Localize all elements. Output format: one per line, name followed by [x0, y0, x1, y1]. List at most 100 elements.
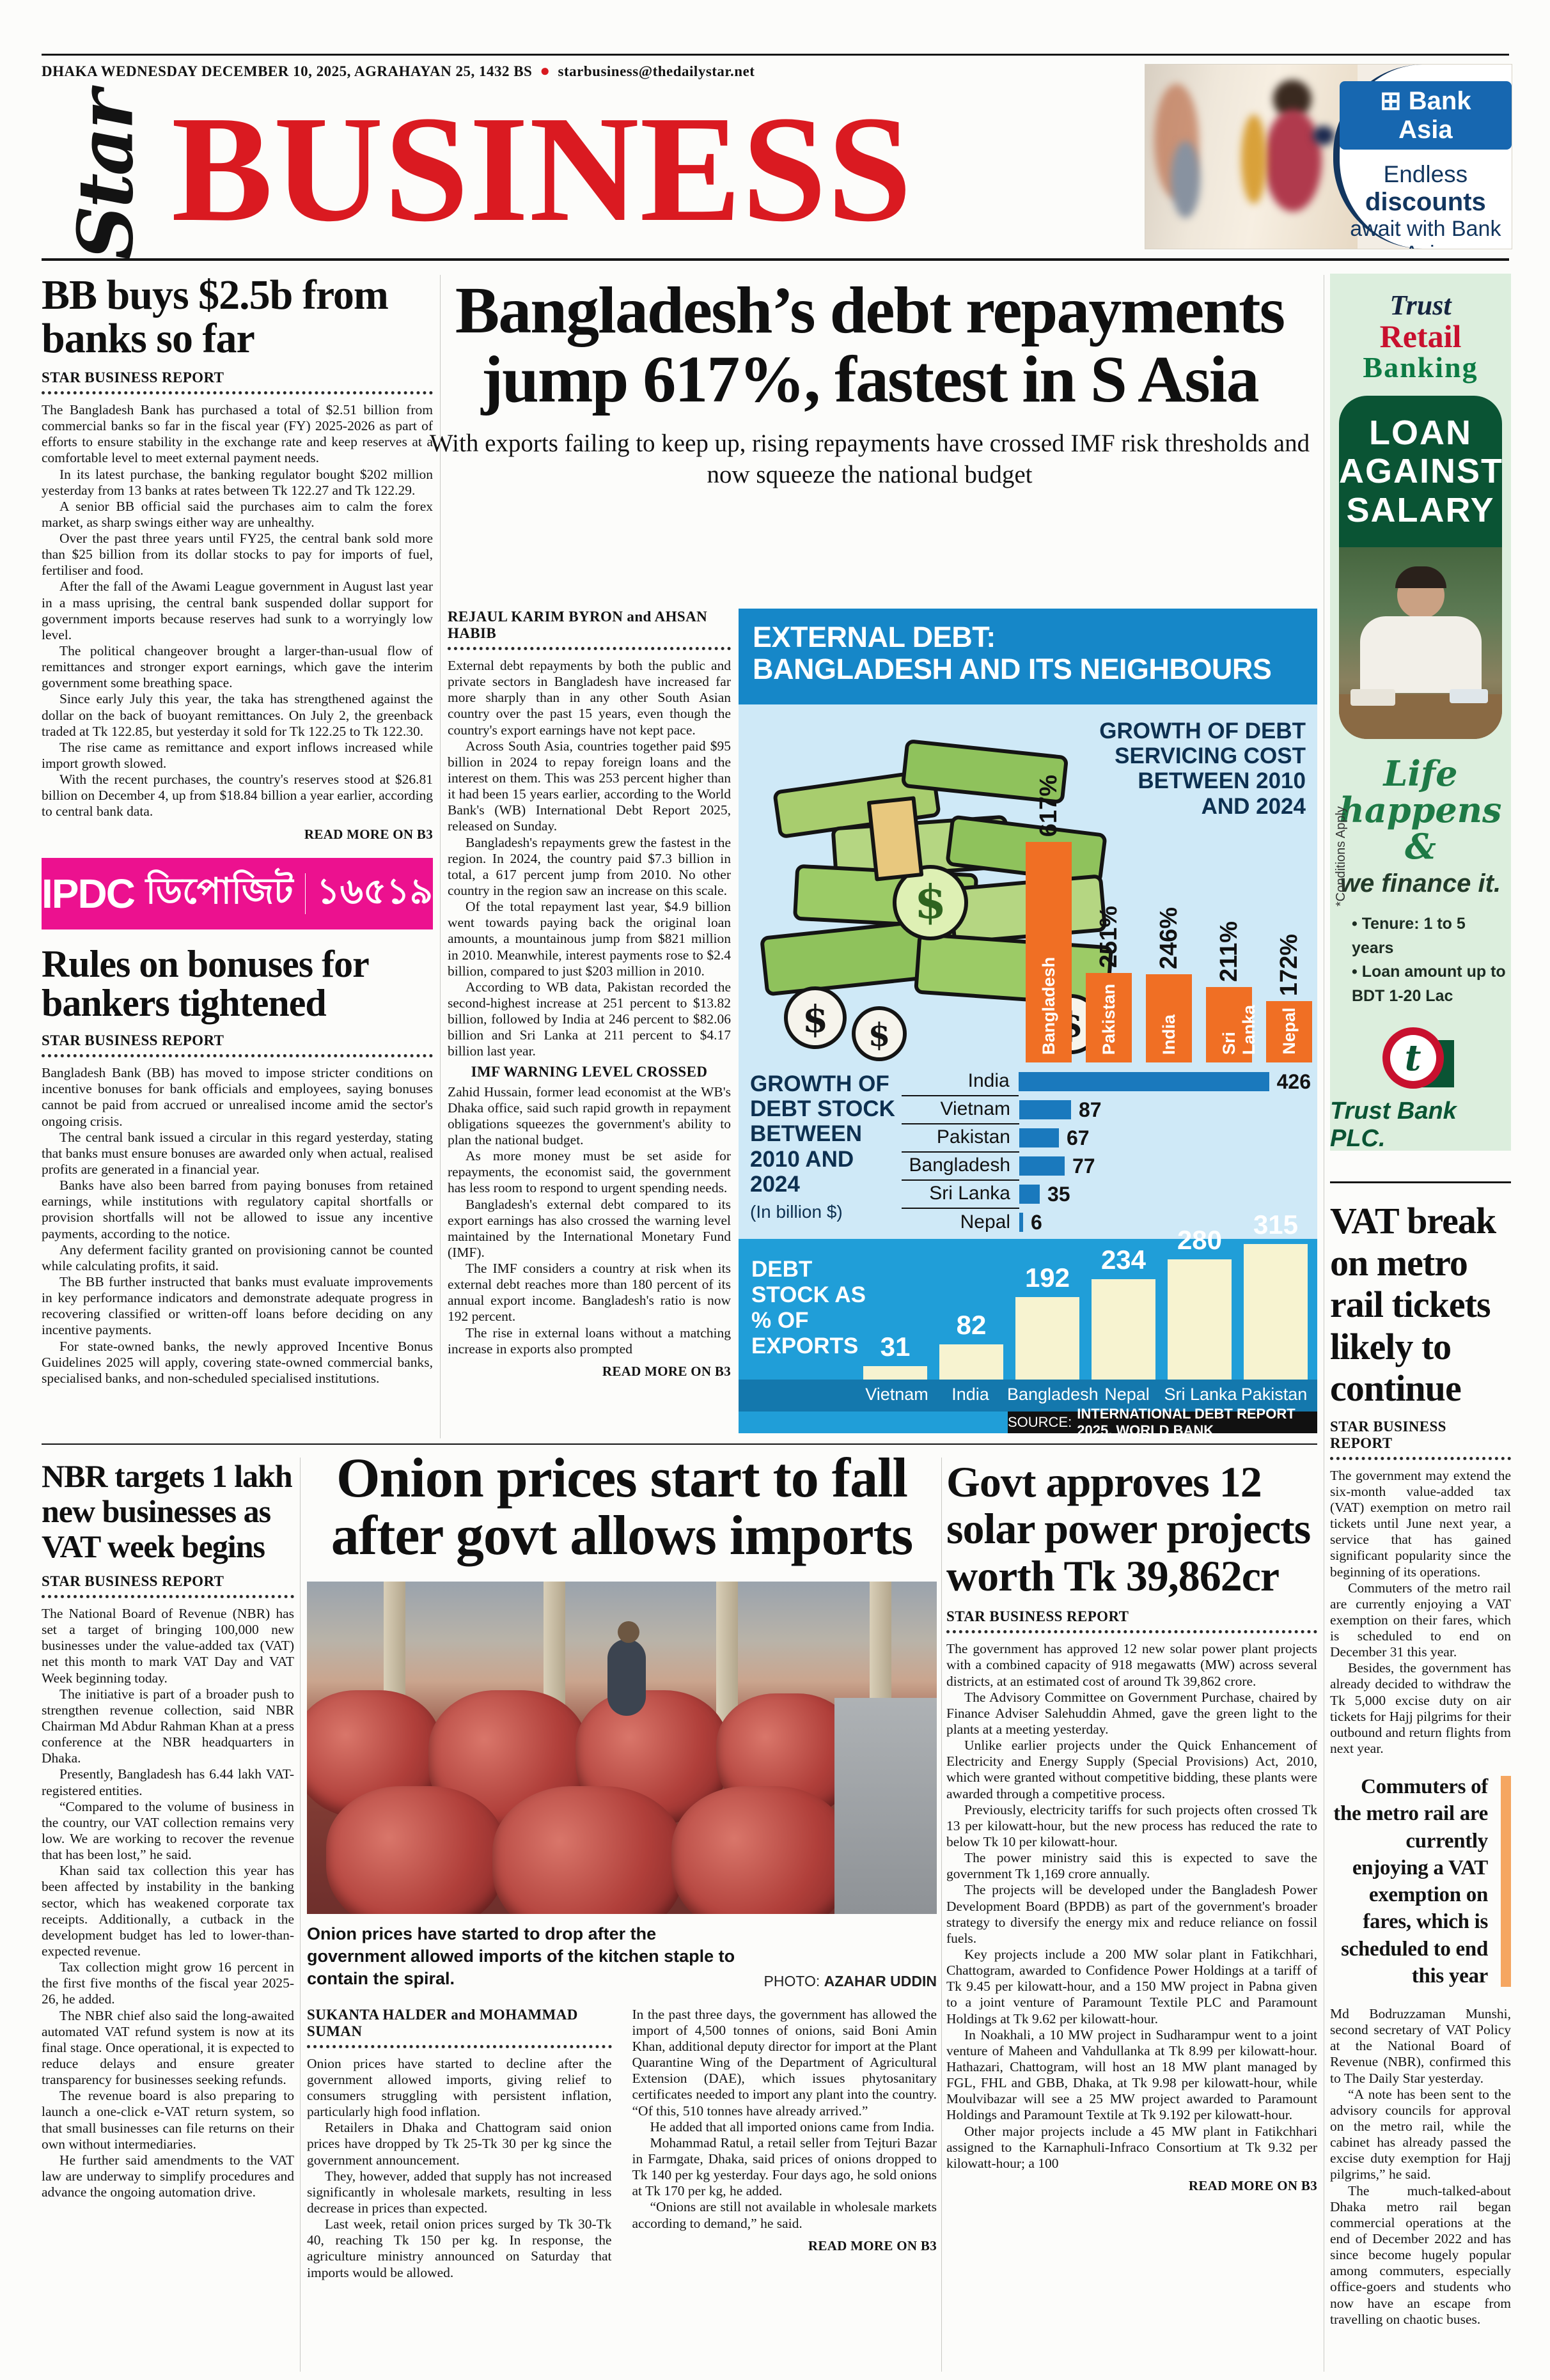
solar-read-more[interactable]: READ MORE ON B3: [1188, 2177, 1317, 2193]
paragraph: Presently, Bangladesh has 6.44 lakh VAT-…: [42, 1766, 294, 1798]
bar-nepal: 172% Nepal: [1266, 743, 1312, 1062]
paragraph: Khan said tax collection this year has b…: [42, 1863, 294, 1959]
paragraph: Mohammad Ratul, a retail seller from Tej…: [632, 2135, 937, 2199]
left-column: BB buys $2.5b from banks so far STAR BUS…: [42, 274, 433, 1438]
bar-label: Sri Lanka: [1219, 1004, 1258, 1055]
paragraph: “A note has been sent to the advisory co…: [1330, 2086, 1511, 2182]
photo-shape: [1264, 109, 1322, 212]
bb-headline[interactable]: BB buys $2.5b from banks so far: [42, 274, 389, 362]
divider: [448, 647, 731, 650]
bar-vietnam: 31: [860, 1188, 930, 1380]
trust-bank-name: Trust Bank PLC.: [1330, 1098, 1457, 1151]
servicing-section: $ $ $ $ GROWTH OF DEBT SERVICING COST BE…: [739, 704, 1317, 1062]
vat-pull-quote: Commuters of the metro rail are currentl…: [1330, 1773, 1511, 1989]
bar-pakistan: 315: [1241, 1188, 1311, 1380]
bb-byline: STAR BUSINESS REPORT: [42, 369, 224, 385]
paragraph: Across South Asia, countries together pa…: [448, 738, 731, 834]
dateline: DHAKA WEDNESDAY DECEMBER 10, 2025, AGRAH…: [42, 61, 755, 81]
section-rule: [42, 1443, 1317, 1445]
bar-label: India: [1159, 1014, 1178, 1055]
photo-shape: [1171, 141, 1200, 218]
bar-label: Nepal: [1104, 1385, 1150, 1404]
solar-headline[interactable]: Govt approves 12 solar power projects wo…: [946, 1459, 1311, 1600]
chart2-subtitle: (In billion $): [750, 1202, 843, 1222]
bar: Pakistan: [1086, 973, 1132, 1062]
email-link[interactable]: starbusiness@thedailystar.net: [558, 63, 755, 79]
rules-headline[interactable]: Rules on bonuses for bankers tightened: [42, 942, 369, 1025]
bar-bangladesh: 617% Bangladesh: [1026, 743, 1072, 1062]
paragraph: In the past three days, the government h…: [632, 2006, 937, 2119]
vat-headline[interactable]: VAT break on metro rail tickets likely t…: [1330, 1200, 1496, 1410]
onion-block: Onion prices start to fall after govt al…: [307, 1450, 937, 2380]
paragraph: Last week, retail onion prices surged by…: [307, 2216, 612, 2280]
divider: [307, 2044, 612, 2048]
bar-nepal: 234: [1088, 1188, 1159, 1380]
paragraph: Since early July this year, the taka has…: [42, 691, 433, 739]
row-india: India 426: [902, 1068, 1311, 1096]
paragraph: “Compared to the volume of business in t…: [42, 1798, 294, 1863]
paragraph: For state-owned banks, the newly approve…: [42, 1338, 433, 1386]
paragraph: The projects will be developed under the…: [946, 1882, 1317, 1946]
solar-column: Govt approves 12 solar power projects wo…: [946, 1459, 1317, 2379]
onion-read-more[interactable]: READ MORE ON B3: [808, 2237, 937, 2253]
bar-value: 82: [956, 1310, 987, 1340]
loan-against-salary: LOAN AGAINST SALARY: [1339, 395, 1502, 548]
trust-bullets: • Tenure: 1 to 5 years • Loan amount up …: [1352, 915, 1506, 1005]
paragraph: He further said amendments to the VAT la…: [42, 2152, 294, 2200]
bar-value: 617%: [1035, 774, 1062, 837]
bar: [1019, 1156, 1065, 1176]
nbr-headline[interactable]: NBR targets 1 lakh new businesses as VAT…: [42, 1459, 293, 1564]
bar: [1019, 1128, 1059, 1147]
onion-headline[interactable]: Onion prices start to fall after govt al…: [331, 1450, 913, 1567]
bar: [1015, 1297, 1079, 1380]
paragraph: After the fall of the Awami League gover…: [42, 579, 433, 642]
debt-read-more[interactable]: READ MORE ON B3: [602, 1363, 731, 1379]
svg-text:$: $: [868, 1016, 891, 1054]
chart-servicing-bars: 617% Bangladesh 251% Pakistan 246% India 211% S…: [1026, 743, 1312, 1062]
column-rule: [941, 1458, 942, 2372]
bb-read-more[interactable]: READ MORE ON B3: [304, 826, 433, 842]
ipdc-brand: IPDC: [42, 870, 136, 917]
row-label: Bangladesh: [902, 1151, 1019, 1181]
bar-value: 246%: [1155, 906, 1182, 969]
paragraph: The rise in external loans without a mat…: [448, 1325, 731, 1357]
paragraph: The power ministry said this is expected…: [946, 1850, 1317, 1882]
ipdc-divider: [304, 873, 306, 914]
bank-asia-ad-photo: [1145, 65, 1358, 249]
paragraph: Over the past three years until FY25, th…: [42, 531, 433, 579]
stock-section: GROWTH OF DEBT STOCK BETWEEN 2010 AND 20…: [739, 1062, 1317, 1239]
vat-body2: Md Bodruzzaman Munshi, second secretary …: [1330, 2006, 1511, 2328]
nbr-column: NBR targets 1 lakh new businesses as VAT…: [42, 1459, 294, 2367]
onion-sack: [326, 1785, 505, 1914]
chart3-label-strip: Vietnam India Bangladesh Nepal Sri Lanka Paki…: [739, 1380, 1317, 1412]
infographic-title: EXTERNAL DEBT: BANGLADESH AND ITS NEIGHB…: [739, 609, 1317, 704]
ipdc-ad[interactable]: IPDC ডিপোজিট ১৬৫১৯: [42, 857, 433, 929]
bank-asia-ad-panel: ⊞ Bank Asia Endless discounts await with…: [1333, 65, 1512, 249]
debt-headline[interactable]: Bangladesh’s debt repayments jump 617%, …: [455, 274, 1285, 417]
paragraph: Besides, the government has already deci…: [1330, 1660, 1511, 1757]
rules-byline: STAR BUSINESS REPORT: [42, 1032, 224, 1049]
ipdc-number: ১৬৫১৯: [317, 870, 433, 911]
ad-line1: Endless discounts: [1365, 161, 1486, 216]
bar: [1019, 1100, 1071, 1119]
divider: [42, 1054, 433, 1058]
paragraph: Any deferment facility granted on provis…: [42, 1241, 433, 1273]
bank-asia-ad[interactable]: ⊞ Bank Asia Endless discounts await with…: [1145, 64, 1512, 249]
chart2-title: GROWTH OF DEBT STOCK BETWEEN 2010 AND 20…: [750, 1071, 895, 1197]
vat-body: The government may extend the six-month …: [1330, 1468, 1511, 1757]
trust-bank-ad[interactable]: Trust Retail Banking LOAN AGAINST SALARY…: [1330, 274, 1511, 1151]
trust-bank-logo: t Trust Bank PLC.: [1330, 1027, 1511, 1151]
pull-quote-bar: [1501, 1776, 1511, 1987]
bar-value: 67: [1067, 1126, 1090, 1149]
row-label: India: [902, 1067, 1019, 1096]
chart3-labels: Vietnam India Bangladesh Nepal Sri Lanka Paki…: [860, 1385, 1311, 1404]
paragraph: The IMF considers a country at risk when…: [448, 1261, 731, 1325]
paragraph: In Noakhali, a 10 MW project in Sudharam…: [946, 2026, 1317, 2123]
bar-label: Bangladesh: [1007, 1385, 1099, 1404]
bar-label: Nepal: [1280, 1007, 1299, 1055]
onion-body2: In the past three days, the government h…: [632, 2007, 937, 2232]
paragraph: The Bangladesh Bank has purchased a tota…: [42, 401, 433, 466]
paragraph: Other major projects include a 45 MW pla…: [946, 2123, 1317, 2171]
row-label: Vietnam: [902, 1095, 1019, 1124]
